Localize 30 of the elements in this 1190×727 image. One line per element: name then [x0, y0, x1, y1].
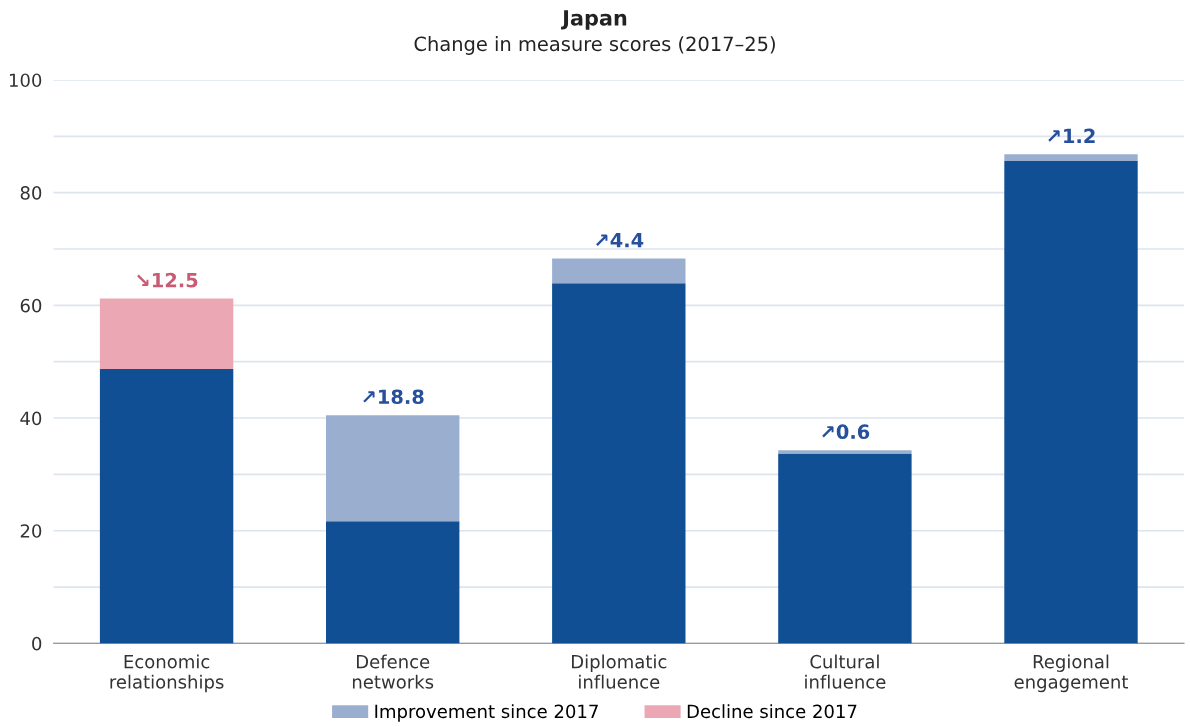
chart-title: Japan [561, 10, 627, 30]
chart-subtitle: Change in measure scores (2017–25) [414, 36, 775, 55]
y-tick-label: 80 [20, 186, 42, 200]
x-tick-label: Cultural influence [805, 654, 886, 689]
bar [778, 453, 912, 644]
bar [552, 283, 686, 644]
bar [326, 415, 460, 522]
y-tick-label: 100 [9, 73, 42, 88]
data-label: ↗18.8 [363, 389, 424, 405]
bar [1004, 161, 1138, 644]
legend-label: Improvement since 2017 [375, 704, 598, 722]
data-label: ↗0.6 [822, 424, 870, 440]
bar [99, 369, 234, 644]
bar [778, 450, 912, 454]
bar [552, 258, 686, 284]
x-tick-label: Regional engagement [1014, 654, 1128, 693]
legend-label: Decline since 2017 [687, 704, 857, 719]
data-label: ↗4.4 [596, 233, 644, 248]
x-tick-label: Defence networks [352, 654, 434, 689]
bar [1004, 154, 1138, 162]
data-label: ↘12.5 [137, 272, 198, 288]
bar [326, 521, 460, 644]
y-tick-label: 60 [20, 298, 42, 313]
x-tick-label: Diplomatic influence [572, 654, 667, 689]
x-tick-label: Economic relationships [110, 654, 224, 693]
bar [99, 298, 234, 370]
data-label: ↗1.2 [1048, 128, 1095, 143]
y-tick-label: 20 [20, 524, 42, 538]
y-tick-label: 40 [20, 411, 42, 426]
y-tick-label: 0 [32, 636, 42, 651]
